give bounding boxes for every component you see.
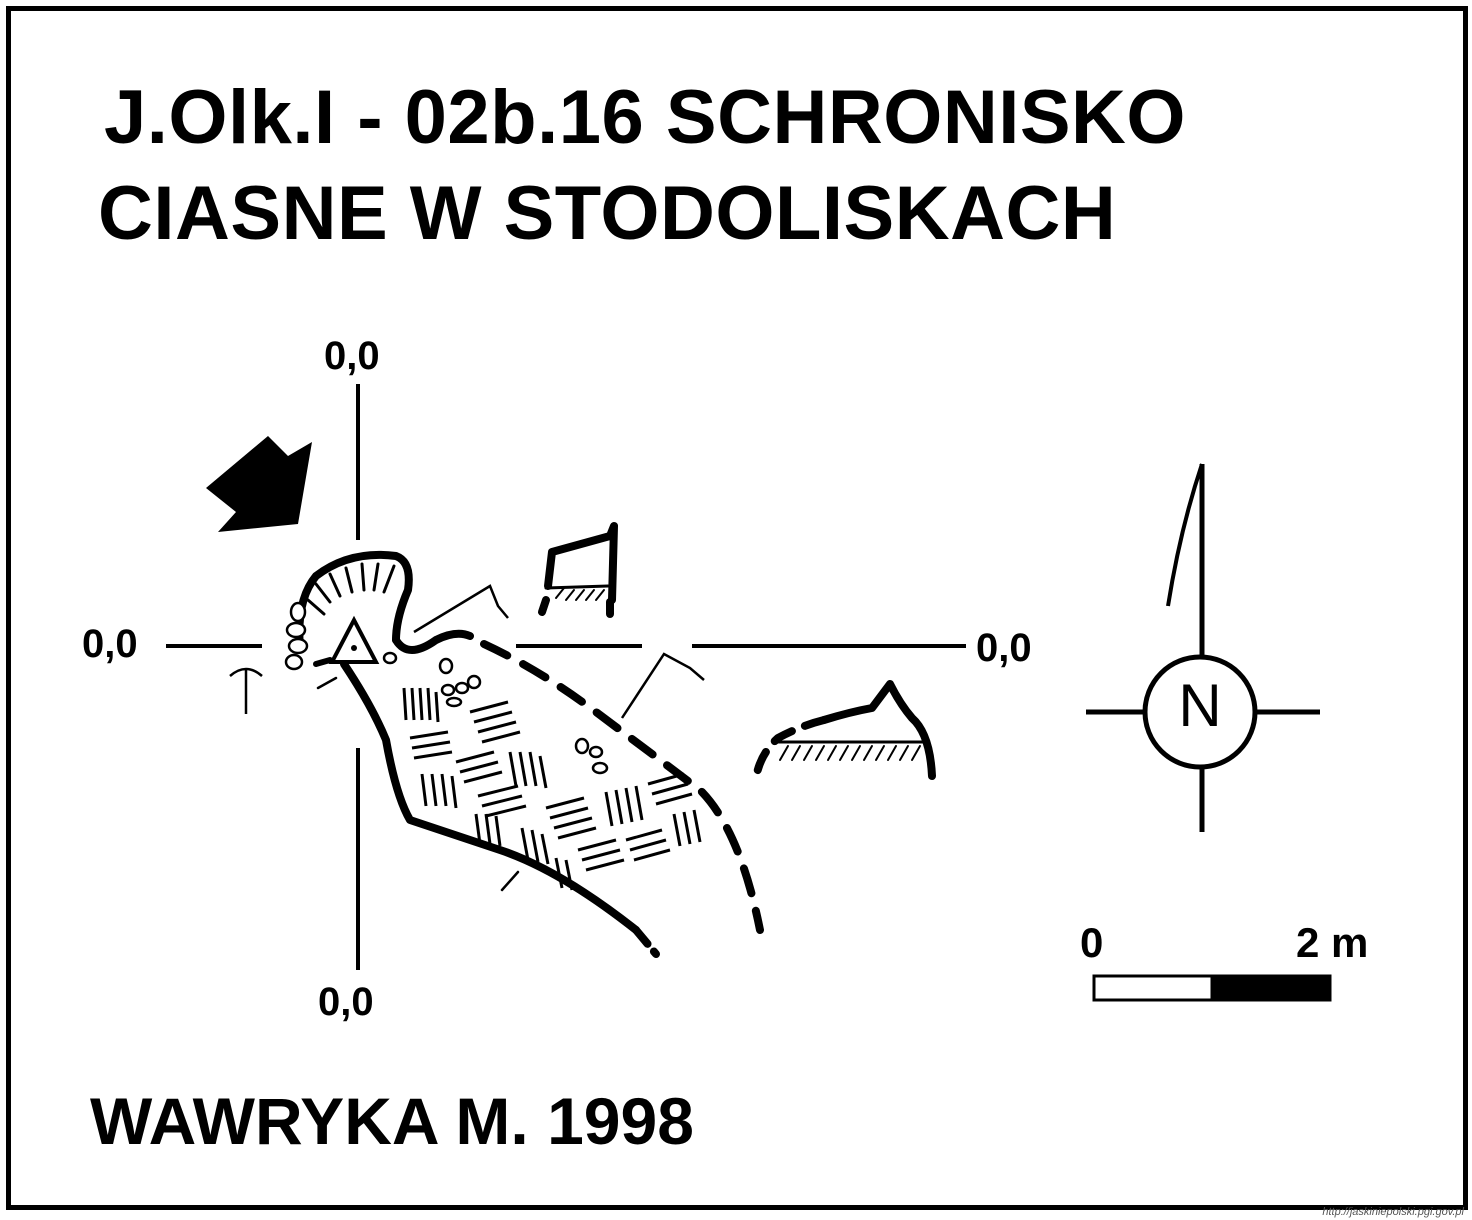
- grid-axes: [166, 384, 966, 970]
- scale-bar: [1092, 974, 1332, 1002]
- north-letter: N: [1178, 672, 1222, 739]
- south-wall-dashed: [632, 926, 660, 958]
- title-line-1: J.Olk.I - 02b.16 SCHRONISKO: [104, 75, 1187, 160]
- cross-section-upper: [538, 522, 618, 618]
- coordinate-top: 0,0: [324, 334, 380, 378]
- coordinate-bottom: 0,0: [318, 980, 374, 1024]
- scale-end-label: 2 m: [1296, 919, 1369, 966]
- west-wall: [340, 660, 640, 934]
- entrance-arrow-icon: [206, 436, 312, 532]
- leader-arrow-upper: [413, 584, 509, 634]
- title-line-2: CIASNE W STODOLISKACH: [98, 171, 1117, 256]
- floor-clay-pattern: [402, 687, 702, 891]
- author-credit: WAWRYKA M. 1998: [90, 1084, 694, 1158]
- boulder-icon: [284, 601, 609, 775]
- coordinate-left: 0,0: [82, 622, 138, 666]
- map-title: J.Olk.I - 02b.16 SCHRONISKO CIASNE W STO…: [98, 70, 1186, 262]
- coordinate-right: 0,0: [976, 626, 1032, 670]
- survey-point-icon: [328, 615, 380, 664]
- cave-walls: [295, 550, 764, 958]
- scale-start-label: 0: [1080, 919, 1104, 966]
- cross-section-right: [752, 680, 936, 782]
- scale-bar-white: [1092, 974, 1214, 1002]
- north-arrow-icon: [1086, 463, 1320, 832]
- source-url[interactable]: http://jaskiniepolski.pgi.gov.pl: [1322, 1206, 1464, 1218]
- leader-arrow-lower: [620, 652, 705, 719]
- cross-section-marker-icon: [229, 667, 263, 714]
- entrance-overhang: [295, 550, 413, 652]
- scale-bar-black: [1210, 974, 1332, 1002]
- map-frame: [6, 6, 1468, 1210]
- leader-arrows: [413, 584, 705, 719]
- east-wall-dashed: [480, 640, 764, 934]
- east-wall-solid: [392, 629, 474, 654]
